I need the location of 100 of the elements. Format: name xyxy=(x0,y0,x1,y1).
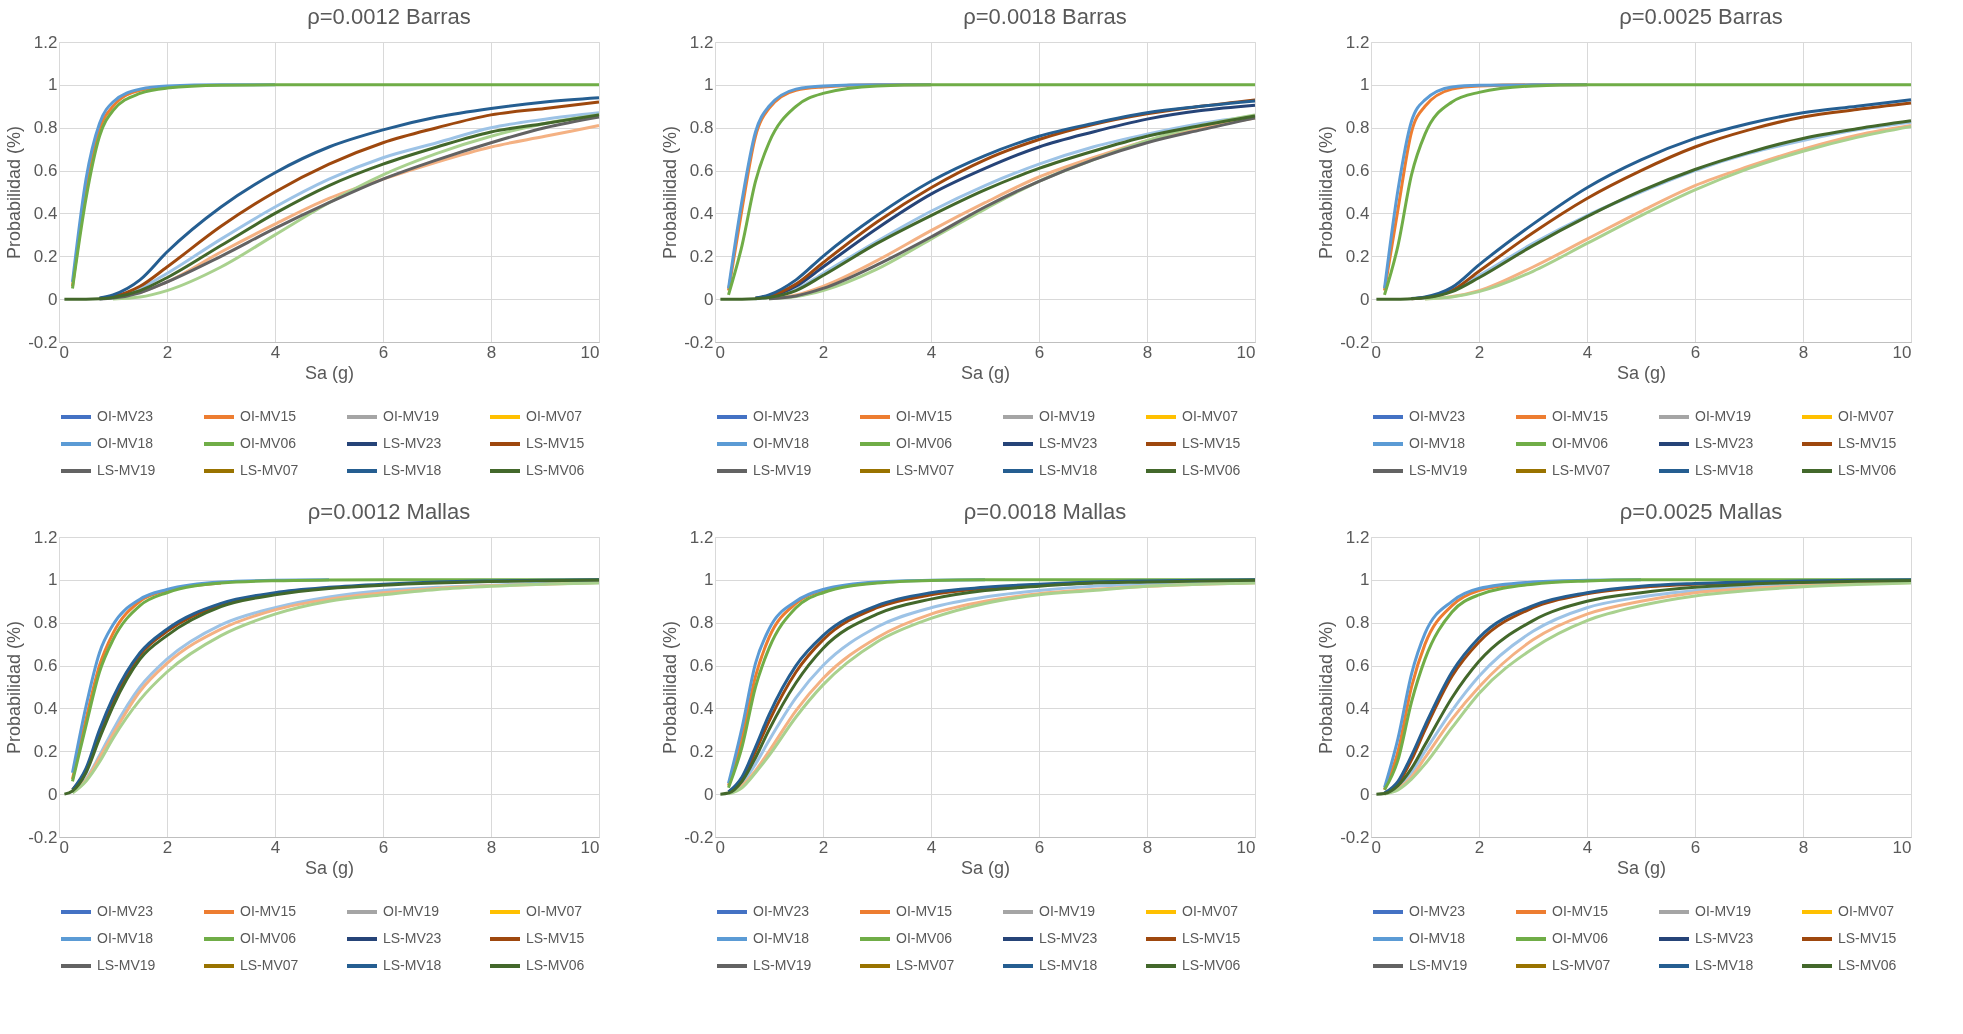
legend-label: OI-MV06 xyxy=(1552,435,1609,451)
y-tick-label: 1.2 xyxy=(1345,32,1370,52)
y-tick-label: 0 xyxy=(48,784,58,804)
x-tick-label: 8 xyxy=(1798,342,1809,362)
y-tick-label: 1.2 xyxy=(33,527,58,547)
legend-label: LS-MV15 xyxy=(1182,435,1241,451)
legend-label: OI-MV19 xyxy=(383,408,440,424)
x-axis-title: Sa (g) xyxy=(304,362,355,383)
x-axis-title: Sa (g) xyxy=(960,857,1011,878)
legend-label: OI-MV15 xyxy=(896,408,953,424)
y-tick-label: 0.6 xyxy=(689,656,714,676)
legend-label: OI-MV06 xyxy=(240,930,297,946)
x-tick-label: 4 xyxy=(270,837,281,857)
x-tick-label: 4 xyxy=(270,342,281,362)
legend-label: OI-MV15 xyxy=(1552,408,1609,424)
legend-label: LS-MV15 xyxy=(1838,435,1897,451)
legend-label: LS-MV18 xyxy=(1039,462,1098,478)
legend-label: LS-MV23 xyxy=(1039,930,1098,946)
y-axis-title: Probabilidad (%) xyxy=(660,620,681,755)
legend-label: OI-MV19 xyxy=(1039,408,1096,424)
legend-label: OI-MV23 xyxy=(97,903,154,919)
y-tick-label: 0.4 xyxy=(1345,203,1370,223)
y-tick-label: 0.8 xyxy=(1345,613,1370,633)
y-tick-label: 0.2 xyxy=(1345,741,1370,761)
chart-title: ρ=0.0025 Barras xyxy=(1619,4,1783,29)
legend-label: OI-MV07 xyxy=(526,903,583,919)
legend-label: OI-MV23 xyxy=(753,903,810,919)
legend-label: OI-MV19 xyxy=(1695,408,1752,424)
legend-label: OI-MV23 xyxy=(1409,408,1466,424)
x-tick-label: 4 xyxy=(926,342,937,362)
x-axis-title: Sa (g) xyxy=(1616,857,1667,878)
legend-label: OI-MV19 xyxy=(1695,903,1752,919)
legend-label: LS-MV18 xyxy=(1695,462,1754,478)
y-tick-label: -0.2 xyxy=(684,332,714,352)
legend-label: OI-MV18 xyxy=(97,435,154,451)
legend-label: OI-MV18 xyxy=(753,435,810,451)
legend-label: OI-MV07 xyxy=(1182,408,1239,424)
y-tick-label: 0 xyxy=(1360,784,1370,804)
legend-label: OI-MV19 xyxy=(1039,903,1096,919)
y-tick-label: 1.2 xyxy=(1345,527,1370,547)
y-tick-label: 0.8 xyxy=(33,118,58,138)
x-tick-label: 10 xyxy=(1892,837,1912,857)
x-tick-label: 10 xyxy=(580,342,600,362)
y-tick-label: 0.8 xyxy=(1345,118,1370,138)
legend-label: OI-MV06 xyxy=(896,435,953,451)
y-tick-label: 0 xyxy=(1360,289,1370,309)
legend-label: LS-MV19 xyxy=(97,957,156,973)
legend-label: LS-MV19 xyxy=(1409,462,1468,478)
x-tick-label: 10 xyxy=(1236,342,1256,362)
y-tick-label: 0 xyxy=(704,784,714,804)
y-tick-label: 1 xyxy=(704,570,714,590)
y-tick-label: 0.4 xyxy=(33,698,58,718)
chart-title: ρ=0.0018 Barras xyxy=(963,4,1127,29)
legend-label: OI-MV23 xyxy=(753,408,810,424)
legend-label: OI-MV23 xyxy=(1409,903,1466,919)
legend-label: OI-MV18 xyxy=(753,930,810,946)
legend-label: LS-MV06 xyxy=(1838,957,1897,973)
y-tick-label: 1 xyxy=(48,570,58,590)
legend-label: OI-MV15 xyxy=(240,903,297,919)
legend-label: LS-MV07 xyxy=(240,957,299,973)
legend-label: LS-MV06 xyxy=(526,462,585,478)
y-tick-label: 1 xyxy=(48,75,58,95)
x-tick-label: 6 xyxy=(1034,342,1045,362)
legend-label: OI-MV15 xyxy=(896,903,953,919)
x-tick-label: 8 xyxy=(486,342,497,362)
x-tick-label: 4 xyxy=(1582,342,1593,362)
x-tick-label: 2 xyxy=(818,342,829,362)
y-tick-label: 0.8 xyxy=(689,613,714,633)
legend-label: LS-MV15 xyxy=(1838,930,1897,946)
x-tick-label: 10 xyxy=(580,837,600,857)
y-tick-label: 0.6 xyxy=(33,656,58,676)
chart-title: ρ=0.0012 Mallas xyxy=(307,499,471,524)
y-tick-label: 1 xyxy=(1360,75,1370,95)
y-tick-label: 0.4 xyxy=(689,698,714,718)
legend-label: LS-MV23 xyxy=(1039,435,1098,451)
x-tick-label: 4 xyxy=(1582,837,1593,857)
y-tick-label: 0 xyxy=(48,289,58,309)
x-tick-label: 8 xyxy=(1142,837,1153,857)
legend-label: LS-MV06 xyxy=(526,957,585,973)
y-tick-label: 0.2 xyxy=(1345,246,1370,266)
x-tick-label: 6 xyxy=(1690,342,1701,362)
y-axis-title: Probabilidad (%) xyxy=(1316,620,1337,755)
y-tick-label: 0.6 xyxy=(689,161,714,181)
legend-label: LS-MV15 xyxy=(526,930,585,946)
y-tick-label: 0.2 xyxy=(33,246,58,266)
legend-label: OI-MV15 xyxy=(1552,903,1609,919)
legend-label: OI-MV07 xyxy=(526,408,583,424)
legend-label: LS-MV15 xyxy=(1182,930,1241,946)
x-tick-label: 6 xyxy=(1690,837,1701,857)
y-tick-label: 0 xyxy=(704,289,714,309)
x-tick-label: 2 xyxy=(162,837,173,857)
legend-label: LS-MV06 xyxy=(1182,957,1241,973)
legend-label: LS-MV19 xyxy=(753,957,812,973)
x-tick-label: 10 xyxy=(1236,837,1256,857)
legend-label: LS-MV07 xyxy=(240,462,299,478)
y-axis-title: Probabilidad (%) xyxy=(4,125,25,260)
x-tick-label: 10 xyxy=(1892,342,1912,362)
legend-label: OI-MV23 xyxy=(97,408,154,424)
y-tick-label: 0.8 xyxy=(689,118,714,138)
y-tick-label: 0.2 xyxy=(33,741,58,761)
